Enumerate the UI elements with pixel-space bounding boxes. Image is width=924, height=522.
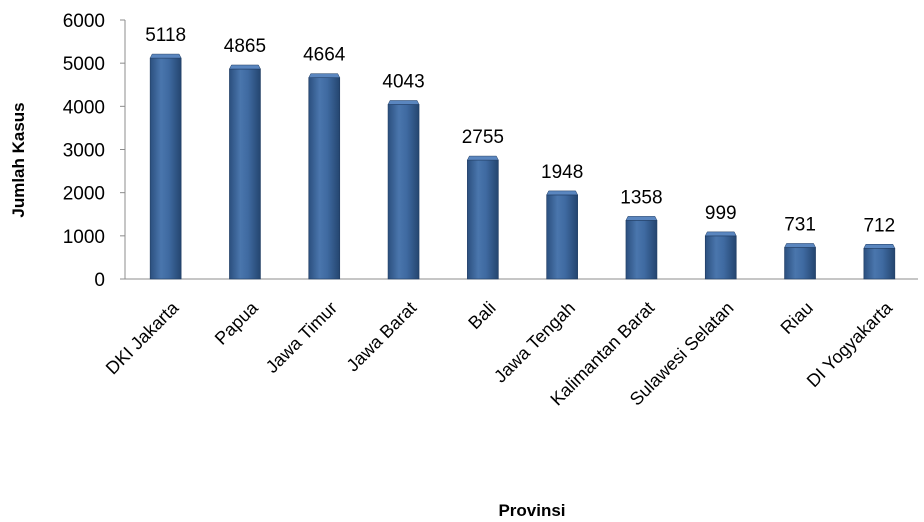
bar-top (784, 243, 816, 248)
bar-top (229, 64, 261, 70)
y-tick-label: 3000 (63, 141, 105, 162)
x-tick-label: Riau (777, 298, 817, 338)
y-tick-label: 4000 (63, 97, 105, 118)
bar-value-label: 1948 (541, 162, 583, 183)
bar-top (625, 216, 658, 221)
x-axis-title: Provinsi (498, 501, 565, 520)
bar (149, 57, 182, 280)
x-tick-label: DI Yogyakarta (803, 297, 897, 391)
bar-value-label: 1358 (620, 187, 662, 208)
bar (784, 247, 816, 280)
bar (229, 68, 261, 280)
y-tick-label: 5000 (63, 54, 105, 75)
bar-top (149, 53, 182, 59)
x-tick-label: Jawa Tengah (490, 298, 579, 387)
labels: 5118 DKI Jakarta 4865 Papua 4664 Jawa Timur 40… (102, 25, 897, 409)
bar-value-label: 4043 (382, 71, 424, 92)
bar (704, 235, 737, 280)
bar-top (863, 244, 896, 249)
x-tick-label: Jawa Timur (262, 298, 341, 377)
bar-top (546, 190, 579, 196)
bar (387, 104, 420, 280)
y-tick-label: 6000 (63, 11, 105, 32)
y-tick-label: 0 (94, 270, 105, 291)
x-tick-label: DKI Jakarta (102, 297, 183, 378)
x-tick-label: Papua (211, 297, 263, 349)
bar-top (387, 100, 420, 105)
bar-top (466, 155, 499, 161)
bars (149, 53, 896, 280)
bar-value-label: 2755 (462, 127, 504, 148)
bar-value-label: 4664 (303, 45, 346, 66)
bar (625, 220, 658, 280)
bar-top (704, 231, 737, 237)
bar (546, 194, 578, 280)
bar-value-label: 712 (863, 215, 895, 236)
axes: 0 1000 2000 3000 4000 5000 6000 (63, 11, 918, 291)
bar-value-label: 4865 (224, 36, 266, 57)
bar-top (308, 73, 341, 78)
bar-value-label: 731 (784, 214, 816, 235)
y-tick-label: 1000 (63, 227, 105, 248)
y-axis-title: Jumlah Kasus (9, 102, 28, 217)
y-tick-label: 2000 (63, 184, 105, 205)
bar (467, 159, 499, 280)
bar (308, 77, 341, 280)
bar-value-label: 999 (705, 203, 737, 224)
bar-value-label: 5118 (145, 25, 186, 46)
bar (863, 247, 896, 280)
x-tick-label: Bali (464, 298, 499, 333)
x-tick-label: Jawa Barat (343, 298, 421, 376)
